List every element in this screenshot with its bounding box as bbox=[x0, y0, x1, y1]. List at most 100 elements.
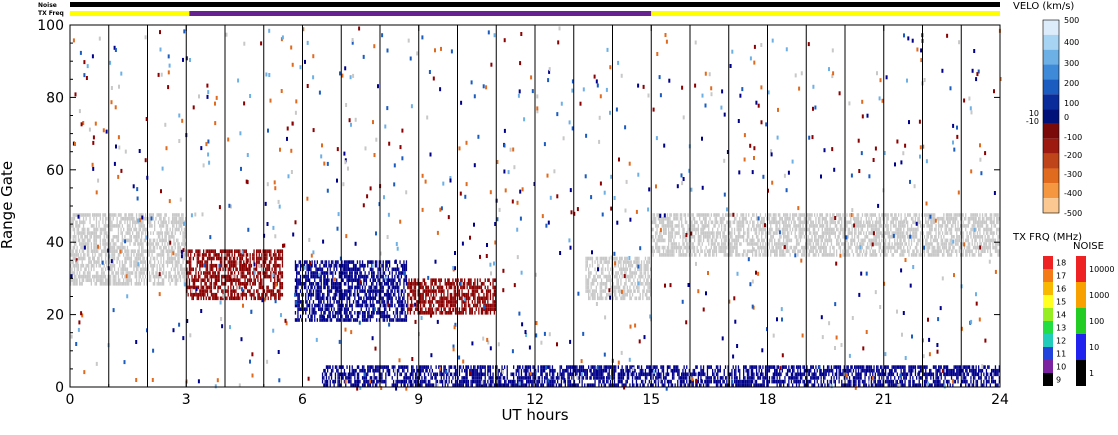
scatter-cell bbox=[474, 311, 476, 315]
scatter-cell bbox=[786, 231, 789, 235]
scatter-cell bbox=[783, 249, 785, 254]
scatter-cell bbox=[369, 318, 371, 322]
scatter-cell bbox=[179, 216, 182, 221]
scatter-cell bbox=[88, 231, 90, 235]
scatter-cell bbox=[356, 303, 359, 308]
scatter-cell bbox=[307, 271, 309, 275]
scatter-cell bbox=[239, 282, 241, 286]
scatter-cell bbox=[458, 292, 461, 297]
scatter-cell bbox=[851, 231, 853, 235]
scatter-cell bbox=[631, 263, 634, 268]
scatter-cell bbox=[203, 285, 205, 290]
scatter-cell bbox=[452, 278, 454, 283]
scatter-cell bbox=[634, 282, 636, 286]
scatter-cell bbox=[310, 296, 312, 301]
scatter-cell bbox=[784, 216, 786, 221]
scatter-cell bbox=[639, 267, 641, 272]
scatter-cell bbox=[92, 274, 94, 279]
scatter-cell bbox=[713, 231, 715, 235]
scatter-cell bbox=[129, 238, 131, 243]
scatter-cell bbox=[129, 274, 131, 279]
scatter-cell bbox=[721, 249, 723, 254]
scatter-cell bbox=[175, 253, 178, 257]
scatter-cell bbox=[267, 274, 269, 279]
scatter-cell bbox=[715, 249, 718, 254]
scatter-cell bbox=[112, 260, 114, 264]
scatter-cell bbox=[90, 242, 92, 246]
scatter-cell bbox=[88, 249, 90, 254]
scatter-cell bbox=[147, 216, 149, 221]
scatter-cell bbox=[359, 289, 361, 293]
scatter-cell bbox=[389, 292, 391, 297]
scatter-cell bbox=[396, 300, 399, 304]
scatter-cell bbox=[93, 224, 95, 228]
scatter-cell bbox=[846, 249, 848, 254]
scatter-cell bbox=[717, 235, 719, 239]
scatter-cell bbox=[168, 253, 170, 257]
scatter-cell bbox=[296, 318, 298, 322]
scatter-cell bbox=[88, 256, 90, 261]
scatter-cell bbox=[647, 260, 649, 264]
scatter-cell bbox=[599, 256, 601, 261]
scatter-cell bbox=[877, 220, 879, 225]
scatter-cell bbox=[854, 216, 856, 221]
scatter-cell bbox=[414, 292, 417, 297]
scatter-cell bbox=[321, 267, 324, 272]
scatter-cell bbox=[200, 260, 202, 264]
scatter-cell bbox=[860, 227, 862, 232]
scatter-cell bbox=[757, 238, 759, 243]
scatter-cell bbox=[76, 213, 78, 217]
scatter-cell bbox=[774, 216, 776, 221]
scatter-cell bbox=[261, 285, 263, 290]
scatter-cell bbox=[712, 231, 714, 235]
scatter-cell bbox=[256, 267, 258, 272]
scatter-cell bbox=[320, 274, 322, 279]
scatter-cell bbox=[396, 282, 399, 286]
scatter-cell bbox=[151, 242, 153, 246]
scatter-cell bbox=[900, 213, 902, 217]
scatter-cell bbox=[164, 242, 166, 246]
scatter-cell bbox=[253, 289, 255, 293]
scatter-cell bbox=[868, 231, 870, 235]
scatter-cell bbox=[298, 282, 300, 286]
scatter-cell bbox=[97, 235, 99, 239]
scatter-cell bbox=[340, 285, 342, 290]
scatter-cell bbox=[892, 231, 895, 235]
scatter-cell bbox=[400, 303, 402, 308]
scatter-cell bbox=[132, 213, 134, 217]
scatter-cell bbox=[588, 285, 590, 290]
scatter-cell bbox=[129, 231, 131, 235]
scatter-cell bbox=[372, 314, 374, 319]
scatter-cell bbox=[205, 267, 207, 272]
scatter-cell bbox=[904, 235, 906, 239]
scatter-cell bbox=[274, 282, 276, 286]
scatter-cell bbox=[324, 307, 326, 312]
scatter-cell bbox=[128, 282, 130, 286]
scatter-cell bbox=[626, 260, 628, 264]
scatter-cell bbox=[141, 249, 143, 254]
scatter-cell bbox=[890, 227, 892, 232]
scatter-cell bbox=[668, 220, 670, 225]
scatter-cell bbox=[440, 289, 442, 293]
scatter-cell bbox=[245, 274, 247, 279]
scatter-cell bbox=[380, 282, 382, 286]
scatter-cell bbox=[157, 242, 160, 246]
scatter-cell bbox=[701, 242, 703, 246]
scatter-cell bbox=[700, 238, 702, 243]
scatter-cell bbox=[188, 271, 191, 275]
scatter-cell bbox=[640, 271, 643, 275]
scatter-cell bbox=[761, 245, 763, 250]
scatter-cell bbox=[172, 256, 174, 261]
scatter-cell bbox=[808, 216, 811, 221]
scatter-cell bbox=[887, 245, 889, 250]
scatter-cell bbox=[104, 227, 107, 232]
scatter-cell bbox=[173, 249, 175, 254]
scatter-cell bbox=[430, 282, 432, 286]
scatter-cell bbox=[874, 242, 876, 246]
scatter-cell bbox=[770, 249, 772, 254]
scatter-cell bbox=[878, 249, 880, 254]
scatter-cell bbox=[829, 231, 831, 235]
scatter-cell bbox=[349, 267, 351, 272]
scatter-cell bbox=[236, 274, 238, 279]
scatter-cell bbox=[629, 289, 631, 293]
